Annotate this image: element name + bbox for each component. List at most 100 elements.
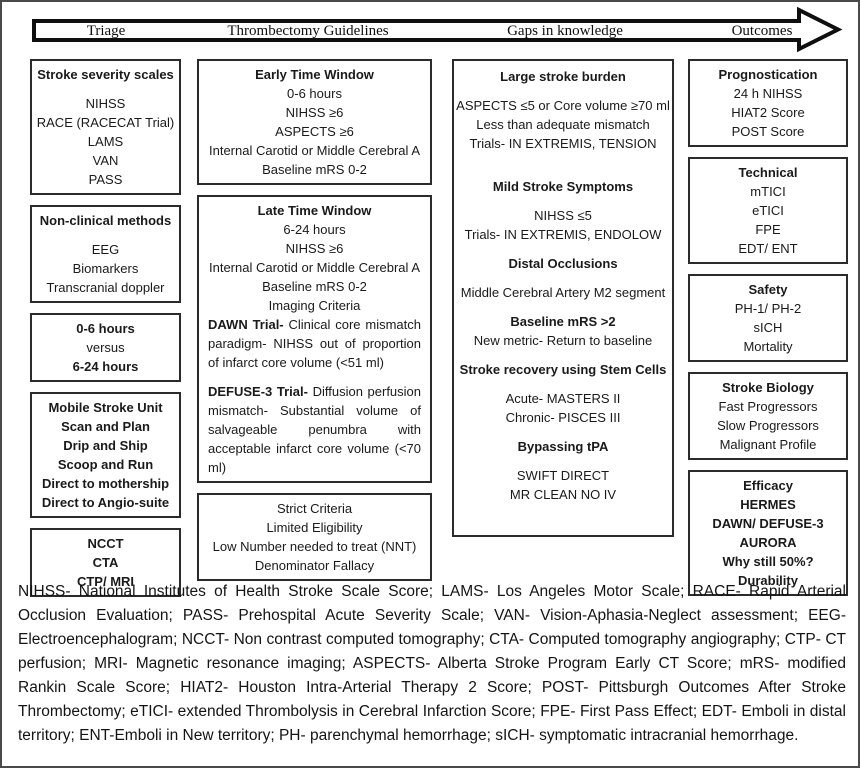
text-line: ASPECTS ≤5 or Core volume ≥70 ml: [456, 98, 670, 113]
box-heading: Non-clinical methods: [39, 213, 172, 228]
arrow-label-guidelines: Thrombectomy Guidelines: [227, 23, 389, 39]
box-heading: Mobile Stroke Unit: [48, 400, 163, 415]
box-heading: 6-24 hours: [72, 359, 139, 374]
text-line: versus: [86, 340, 125, 355]
prognostication-box: Prognostication 24 h NIHSS HIAT2 Score POST…: [688, 59, 848, 147]
box-heading: Baseline mRS >2: [510, 314, 616, 329]
text-line: Malignant Profile: [719, 437, 817, 452]
box-heading: Mild Stroke Symptoms: [492, 179, 634, 194]
text-line: Less than adequate mismatch: [476, 117, 650, 132]
text-line: Imaging Criteria: [268, 298, 361, 313]
column-gaps: Large stroke burden ASPECTS ≤5 or Core vo…: [452, 59, 674, 547]
arrow-shape-svg: [32, 6, 843, 53]
text-line: Internal Carotid or Middle Cerebral A: [209, 260, 420, 275]
text-line: EEG: [91, 242, 120, 257]
text-line: MR CLEAN NO IV: [509, 487, 617, 502]
stroke-biology-box: Stroke Biology Fast Progressors Slow Progr…: [688, 372, 848, 460]
box-heading: Why still 50%?: [722, 554, 814, 569]
early-time-window-box: Early Time Window 0-6 hours NIHSS ≥6 ASPECT…: [197, 59, 432, 185]
box-heading: Stroke severity scales: [37, 67, 174, 82]
box-heading: Direct to Angio-suite: [41, 495, 170, 510]
text-line: PASS: [88, 172, 123, 187]
safety-outcomes-box: Safety PH-1/ PH-2 sICH Mortality: [688, 274, 848, 362]
column-triage: Stroke severity scales NIHSS RACE (RACECAT…: [30, 59, 181, 607]
arrow-label-gaps: Gaps in knowledge: [507, 23, 623, 39]
text-line: Low Number needed to treat (NNT): [212, 539, 417, 554]
abbreviation-legend: NIHSS- National Institutes of Health Str…: [18, 583, 846, 744]
arrow-label-outcomes: Outcomes: [731, 23, 793, 39]
text-line: sICH: [753, 320, 783, 335]
text-line: NIHSS ≤5: [534, 208, 592, 223]
box-heading: Bypassing tPA: [517, 439, 609, 454]
transport-strategies-box: Mobile Stroke Unit Scan and Plan Drip and …: [30, 392, 181, 518]
timeline-arrow: Triage Thrombectomy Guidelines Gaps in k…: [2, 2, 858, 58]
box-heading: 0-6 hours: [76, 321, 135, 336]
late-time-window-box: Late Time Window 6-24 hours NIHSS ≥6 Intern…: [197, 195, 432, 483]
box-heading: CTA: [92, 555, 119, 570]
box-heading: Large stroke burden: [500, 69, 626, 84]
efficacy-box: Efficacy HERMES DAWN/ DEFUSE-3 AURORA Why st…: [688, 470, 848, 596]
text-line: Denominator Fallacy: [254, 558, 375, 573]
text-line: Trials- IN EXTREMIS, TENSION: [469, 136, 657, 151]
text-line: HIAT2 Score: [731, 105, 805, 120]
box-heading: NCCT: [87, 536, 124, 551]
trial-paragraph: DEFUSE-3 Trial- Diffusion perfusion mism…: [208, 384, 422, 475]
box-heading: HERMES: [740, 497, 796, 512]
box-heading: Direct to mothership: [41, 476, 170, 491]
text-line: Fast Progressors: [718, 399, 818, 414]
box-heading: Scan and Plan: [61, 419, 150, 434]
text-line: 0-6 hours: [287, 86, 342, 101]
text-line: Slow Progressors: [717, 418, 819, 433]
box-heading: Late Time Window: [257, 203, 372, 218]
right-arrow-icon: [32, 6, 843, 53]
text-line: NIHSS: [85, 96, 126, 111]
text-line: Middle Cerebral Artery M2 segment: [460, 285, 666, 300]
text-line: VAN: [92, 153, 119, 168]
box-heading: Distal Occlusions: [508, 256, 618, 271]
imaging-modalities-box: NCCT CTA CTP/ MRI: [30, 528, 181, 597]
text-line: Acute- MASTERS II: [505, 391, 621, 406]
knowledge-gaps-box: Large stroke burden ASPECTS ≤5 or Core vo…: [452, 59, 674, 537]
text-line: Baseline mRS 0-2: [262, 279, 367, 294]
text-line: Biomarkers: [72, 261, 139, 276]
text-line: New metric- Return to baseline: [473, 333, 653, 348]
box-heading: Scoop and Run: [57, 457, 154, 472]
text-line: RACE (RACECAT Trial): [36, 115, 175, 130]
technical-outcomes-box: Technical mTICI eTICI FPE EDT/ ENT: [688, 157, 848, 264]
time-window-comparison-box: 0-6 hours versus 6-24 hours: [30, 313, 181, 382]
text-line: Mortality: [743, 339, 793, 354]
text-line: LAMS: [87, 134, 124, 149]
text-line: EDT/ ENT: [738, 241, 798, 256]
box-heading: Prognostication: [718, 67, 818, 82]
arrow-label-triage: Triage: [86, 23, 126, 39]
text-line: 24 h NIHSS: [733, 86, 803, 101]
trial-name: DAWN Trial-: [208, 317, 289, 332]
box-heading: Efficacy: [743, 478, 793, 493]
box-heading: Stroke Biology: [722, 380, 814, 395]
text-line: NIHSS ≥6: [285, 105, 344, 120]
column-guidelines: Early Time Window 0-6 hours NIHSS ≥6 ASPECT…: [197, 59, 432, 591]
text-line: ASPECTS ≥6: [275, 124, 354, 139]
box-heading: Stroke recovery using Stem Cells: [459, 362, 667, 377]
trial-name: DEFUSE-3 Trial-: [208, 384, 313, 399]
box-heading: Drip and Ship: [63, 438, 148, 453]
text-line: Baseline mRS 0-2: [262, 162, 367, 177]
text-line: Trials- IN EXTREMIS, ENDOLOW: [464, 227, 662, 242]
text-line: Limited Eligibility: [266, 520, 363, 535]
non-clinical-methods-box: Non-clinical methods EEG Biomarkers Transcr…: [30, 205, 181, 303]
text-line: SWIFT DIRECT: [516, 468, 610, 483]
box-heading: Safety: [748, 282, 788, 297]
column-outcomes: Prognostication 24 h NIHSS HIAT2 Score POST…: [688, 59, 848, 606]
text-line: Transcranial doppler: [46, 280, 165, 295]
text-line: FPE: [755, 222, 781, 237]
text-line: Internal Carotid or Middle Cerebral A: [209, 143, 420, 158]
box-heading: CTP/ MRI: [76, 574, 135, 589]
text-line: NIHSS ≥6: [285, 241, 344, 256]
box-heading: Early Time Window: [255, 67, 374, 82]
text-line: 6-24 hours: [283, 222, 346, 237]
text-line: eTICI: [752, 203, 784, 218]
box-heading: AURORA: [739, 535, 797, 550]
criteria-limitations-box: Strict Criteria Limited Eligibility Low Nu…: [197, 493, 432, 581]
text-line: Strict Criteria: [276, 501, 353, 516]
